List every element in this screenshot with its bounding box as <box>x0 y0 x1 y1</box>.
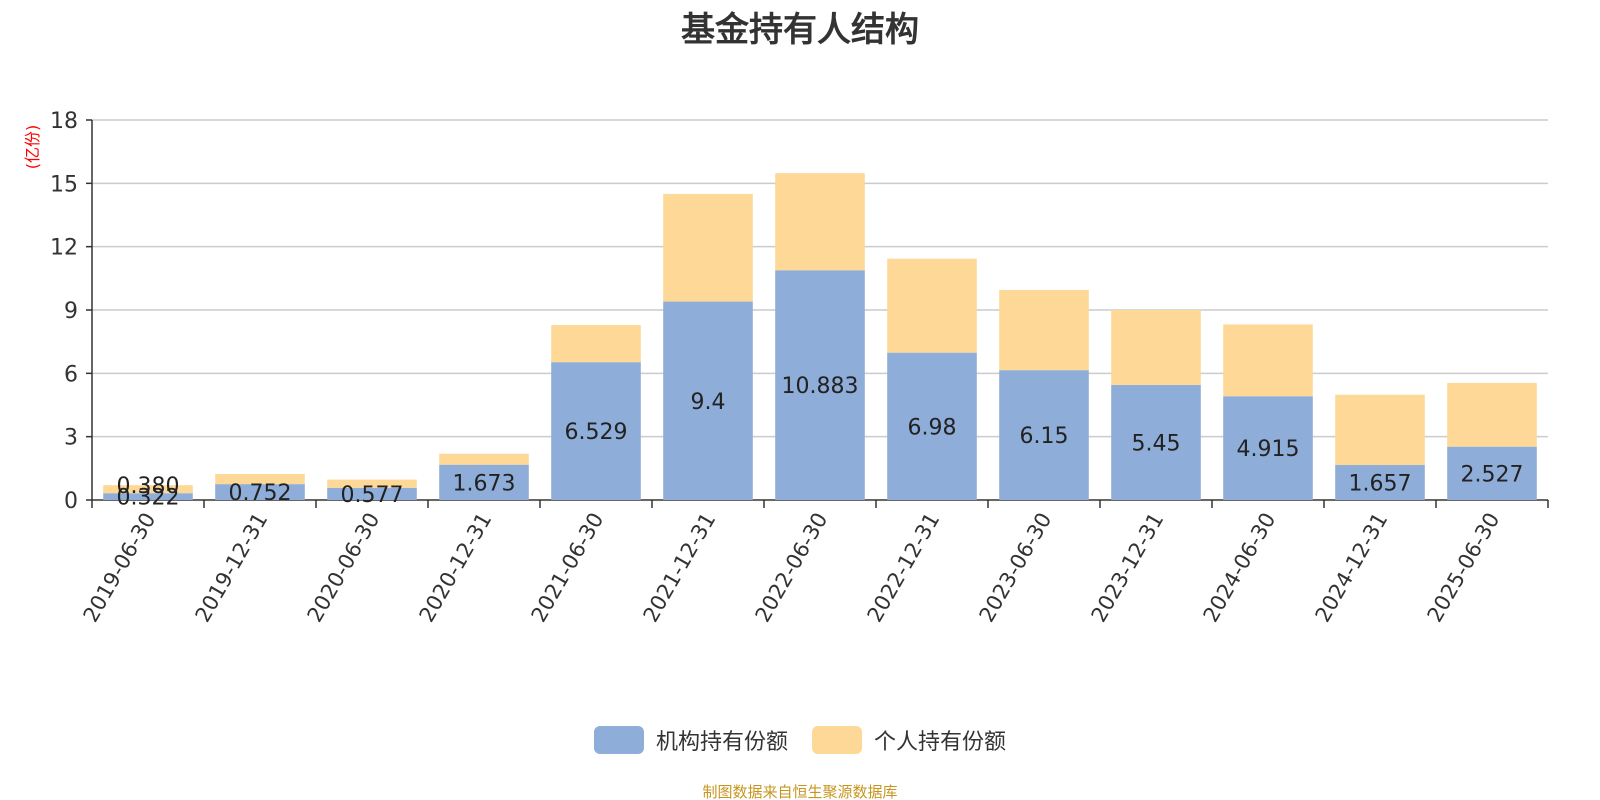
bar-institutional <box>439 464 529 500</box>
x-tick-label: 2021-12-31 <box>639 509 721 627</box>
bar-individual <box>215 473 305 485</box>
y-tick-label: 0 <box>64 489 78 514</box>
x-tick-label: 2024-12-31 <box>1311 509 1393 627</box>
data-label-institutional: 10.883 <box>782 374 859 399</box>
bar-institutional <box>1447 446 1537 500</box>
y-unit-label: (亿份) <box>23 125 42 170</box>
x-tick-label: 2019-12-31 <box>191 509 273 627</box>
bar-institutional <box>887 352 977 500</box>
bar-individual <box>1111 310 1201 385</box>
legend-label-institutional: 机构持有份额 <box>655 730 788 755</box>
bar-institutional <box>103 493 193 500</box>
x-tick-label: 2023-06-30 <box>975 509 1057 627</box>
data-label-institutional: 5.45 <box>1132 431 1181 456</box>
bar-institutional <box>999 370 1089 500</box>
bar-institutional <box>327 487 417 500</box>
data-label-individual: 0.380 <box>117 474 180 499</box>
data-label-institutional: 6.98 <box>908 415 957 440</box>
source-note: 制图数据来自恒生聚源数据库 <box>702 783 898 800</box>
x-tick-label: 2021-06-30 <box>527 509 609 627</box>
bar-individual <box>327 479 417 488</box>
bar-individual <box>1447 382 1537 447</box>
y-tick-label: 15 <box>50 172 78 197</box>
y-tick-label: 18 <box>50 109 78 134</box>
data-label-institutional: 2.527 <box>1461 462 1524 487</box>
y-tick-label: 3 <box>64 426 78 451</box>
bar-institutional <box>1223 396 1313 500</box>
bar-individual <box>775 173 865 271</box>
legend: 机构持有份额 个人持有份额 <box>0 724 1600 756</box>
x-tick-label: 2020-06-30 <box>303 509 385 627</box>
bar-individual <box>1335 394 1425 466</box>
y-tick-label: 6 <box>64 362 78 387</box>
bar-institutional <box>551 362 641 500</box>
y-tick-label: 12 <box>50 236 78 261</box>
bar-individual <box>1223 324 1313 397</box>
x-tick-label: 2022-12-31 <box>863 509 945 627</box>
legend-swatch-institutional <box>593 726 644 754</box>
chart-title: 基金持有人结构 <box>681 10 919 50</box>
data-label-institutional: 0.577 <box>341 483 404 508</box>
bar-institutional <box>1111 384 1201 500</box>
x-tick-label: 2019-06-30 <box>79 509 161 627</box>
legend-label-individual: 个人持有份额 <box>874 730 1007 755</box>
bar-individual <box>439 453 529 465</box>
data-label-institutional: 1.673 <box>453 471 516 496</box>
y-tick-label: 9 <box>64 299 78 324</box>
bar-institutional <box>663 301 753 500</box>
data-label-institutional: 4.915 <box>1237 437 1300 462</box>
bar-institutional <box>1335 465 1425 500</box>
legend-item-individual[interactable]: 个人持有份额 <box>812 724 1006 756</box>
x-tick-label: 2024-06-30 <box>1199 509 1281 627</box>
x-tick-label: 2023-12-31 <box>1087 509 1169 627</box>
legend-item-institutional[interactable]: 机构持有份额 <box>593 724 788 756</box>
bar-institutional <box>215 484 305 500</box>
bar-institutional <box>775 270 865 500</box>
x-tick-label: 2022-06-30 <box>751 509 833 627</box>
data-label-institutional: 6.529 <box>565 420 628 445</box>
bar-individual <box>887 258 977 353</box>
bar-individual <box>551 325 641 363</box>
legend-swatch-individual <box>812 726 862 754</box>
bar-individual <box>663 193 753 302</box>
data-label-institutional: 6.15 <box>1020 424 1069 449</box>
data-label-institutional: 0.752 <box>229 481 292 506</box>
x-tick-label: 2025-06-30 <box>1423 509 1505 627</box>
data-label-institutional: 1.657 <box>1349 472 1412 497</box>
data-label-institutional: 9.4 <box>691 390 726 415</box>
bar-individual <box>103 485 193 494</box>
bar-individual <box>999 289 1089 371</box>
data-label-institutional: 0.322 <box>117 486 180 511</box>
x-tick-label: 2020-12-31 <box>415 509 497 627</box>
